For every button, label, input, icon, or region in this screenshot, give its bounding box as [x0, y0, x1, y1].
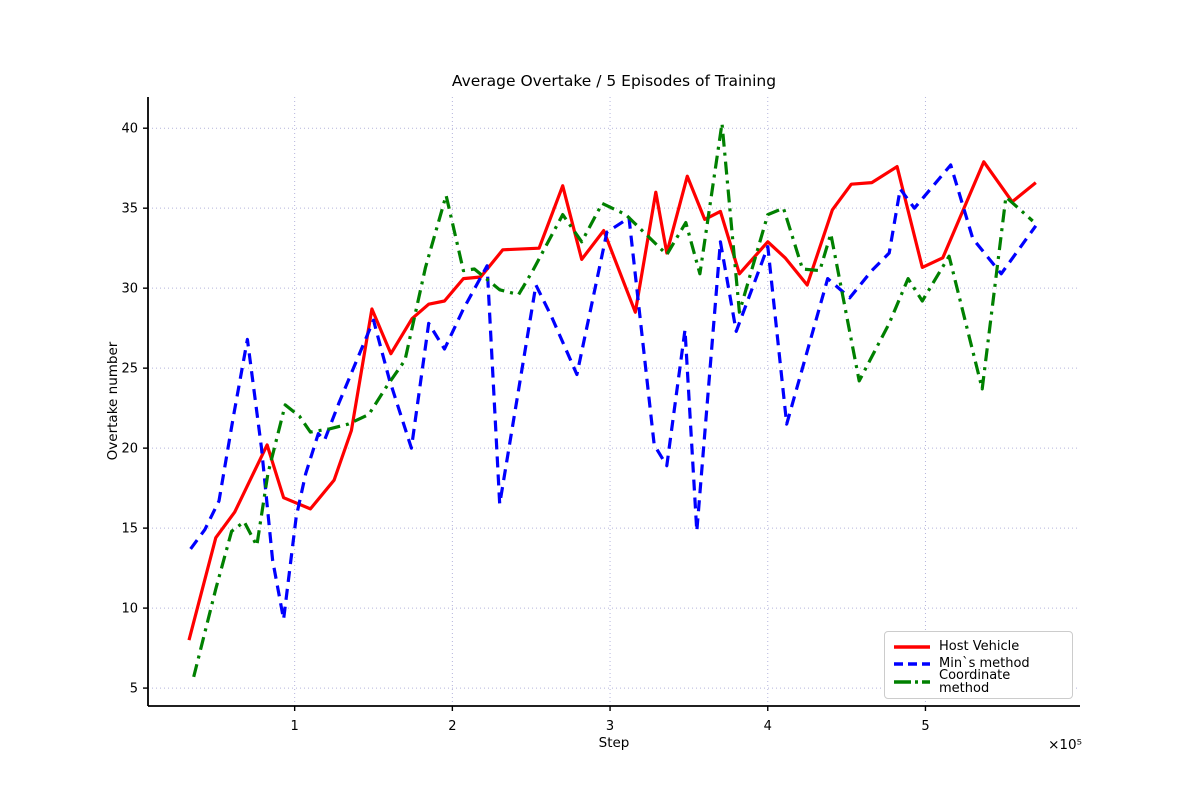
legend-label: Coordinate method [939, 668, 1011, 696]
legend: Host Vehicle Min`s method Coordinate metho… [884, 631, 1073, 699]
series-line-host-vehicle [187, 160, 1037, 641]
legend-label: Min`s method [939, 656, 1030, 671]
x-axis-label: Step [598, 735, 630, 751]
y-tick-label: 20 [121, 442, 138, 457]
series-line-min-s-method [189, 163, 1038, 621]
legend-line-host-vehicle [894, 644, 930, 649]
legend-line-min-s-method [894, 661, 930, 666]
x-tick-label: 3 [606, 719, 614, 734]
y-tick-label: 5 [130, 682, 138, 697]
x-tick-label: 4 [764, 719, 772, 734]
x-tick-label: 2 [448, 719, 456, 734]
y-tick-label: 35 [121, 202, 138, 217]
x-tick-label: 5 [921, 719, 929, 734]
legend-item-min-s-method: Min`s method [894, 655, 1063, 672]
chart-title: Average Overtake / 5 Episodes of Trainin… [451, 72, 777, 90]
y-tick-label: 30 [121, 282, 138, 297]
y-tick-label: 40 [121, 122, 138, 137]
y-tick-label: 15 [121, 522, 138, 537]
x-axis-offset-text: ×10⁵ [1048, 737, 1082, 753]
legend-item-host-vehicle: Host Vehicle [894, 638, 1063, 655]
legend-item-coordinate-method: Coordinate method [894, 668, 1063, 696]
legend-label: Host Vehicle [939, 639, 1020, 654]
x-tick-label: 1 [291, 719, 299, 734]
legend-line-coordinate-method [894, 680, 930, 684]
y-tick-label: 25 [121, 362, 138, 377]
series-line-coordinate-method [192, 121, 1034, 678]
y-tick-label: 10 [121, 602, 138, 617]
